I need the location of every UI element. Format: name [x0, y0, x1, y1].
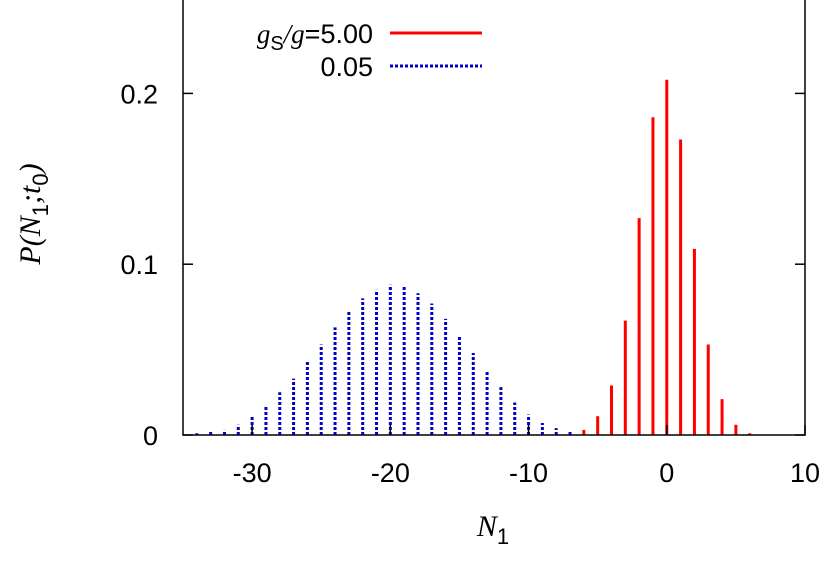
- ticks-layer: -30 -20 -10 0 10 0 0.1 0.2: [120, 79, 820, 488]
- legend-header-g: g: [257, 19, 271, 49]
- y-axis-title-sub1: 1: [28, 204, 53, 216]
- legend-header: gS/g=5.00: [257, 19, 373, 55]
- x-axis-title-sub: 1: [497, 524, 509, 549]
- legend-header-mid: /g: [282, 19, 305, 49]
- plot-frame: [182, 0, 806, 436]
- y-tick-label: 0.2: [120, 79, 158, 109]
- y-tick-label: 0.1: [120, 250, 158, 280]
- x-axis-title-main: N: [476, 510, 499, 543]
- y-axis-title-sub2: 0: [28, 173, 53, 185]
- y-axis-title-end: ): [14, 163, 47, 175]
- legend-header-eq: =5.00: [305, 19, 373, 49]
- bars-layer: [195, 79, 752, 435]
- x-tick-label: 0: [659, 458, 674, 488]
- x-axis-title: N1: [476, 510, 509, 549]
- axes-layer: [182, 0, 806, 436]
- x-tick-label: 10: [790, 458, 820, 488]
- legend-label-0-05: 0.05: [320, 52, 373, 82]
- y-axis-title-mid: ;t: [14, 185, 47, 204]
- y-tick-label: 0: [143, 421, 158, 451]
- x-tick-label: -30: [233, 458, 272, 488]
- x-tick-label: -20: [371, 458, 410, 488]
- y-axis-title: P(N1;t0): [14, 163, 53, 265]
- y-axis-title-main: P(N: [14, 214, 47, 265]
- x-tick-label: -10: [509, 458, 548, 488]
- legend-header-sub: S: [270, 33, 283, 55]
- legend: gS/g=5.00 0.05: [257, 19, 482, 82]
